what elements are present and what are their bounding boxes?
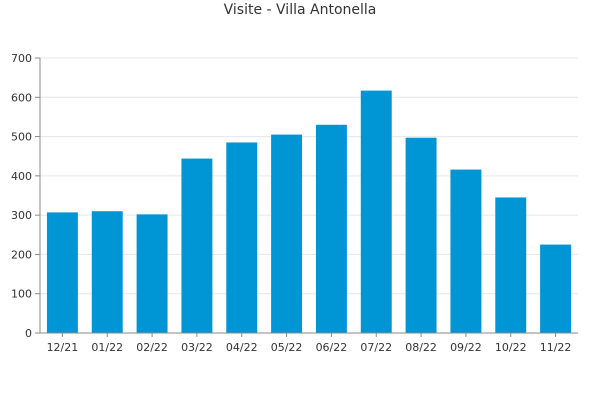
bar bbox=[46, 212, 78, 333]
x-tick-label: 01/22 bbox=[91, 341, 123, 354]
x-tick-label: 12/21 bbox=[47, 341, 79, 354]
axes bbox=[39, 58, 578, 334]
y-tick-label: 600 bbox=[11, 91, 32, 104]
y-axis-ticks: 0 100 200 300 400 500 600 700 bbox=[11, 52, 40, 340]
bar bbox=[136, 214, 168, 333]
bar bbox=[181, 158, 213, 333]
x-tick-label: 11/22 bbox=[540, 341, 572, 354]
bar bbox=[495, 197, 527, 333]
x-tick-label: 08/22 bbox=[405, 341, 437, 354]
y-tick-label: 700 bbox=[11, 52, 32, 65]
y-tick-label: 0 bbox=[25, 327, 32, 340]
x-tick-label: 07/22 bbox=[360, 341, 392, 354]
bar bbox=[450, 169, 482, 333]
y-tick-label: 500 bbox=[11, 131, 32, 144]
chart-title: Visite - Villa Antonella bbox=[223, 2, 377, 18]
y-tick-label: 300 bbox=[11, 209, 32, 222]
bars bbox=[46, 90, 572, 334]
bar bbox=[271, 134, 303, 333]
bar bbox=[226, 142, 258, 333]
x-tick-label: 03/22 bbox=[181, 341, 213, 354]
y-tick-label: 400 bbox=[11, 170, 32, 183]
y-tick-label: 200 bbox=[11, 248, 32, 261]
x-tick-label: 04/22 bbox=[226, 341, 258, 354]
x-tick-label: 09/22 bbox=[450, 341, 482, 354]
x-tick-label: 02/22 bbox=[136, 341, 168, 354]
gridlines bbox=[40, 57, 578, 295]
bar bbox=[360, 90, 392, 333]
x-tick-label: 10/22 bbox=[495, 341, 527, 354]
x-tick-label: 06/22 bbox=[316, 341, 348, 354]
y-tick-label: 100 bbox=[11, 288, 32, 301]
x-axis-ticks: 12/21 01/22 02/22 03/22 04/22 05/22 06/22 07/22… bbox=[47, 333, 572, 354]
bar bbox=[405, 137, 437, 333]
bar bbox=[91, 211, 123, 333]
x-tick-label: 05/22 bbox=[271, 341, 303, 354]
bar bbox=[315, 124, 347, 334]
bar bbox=[540, 244, 572, 333]
